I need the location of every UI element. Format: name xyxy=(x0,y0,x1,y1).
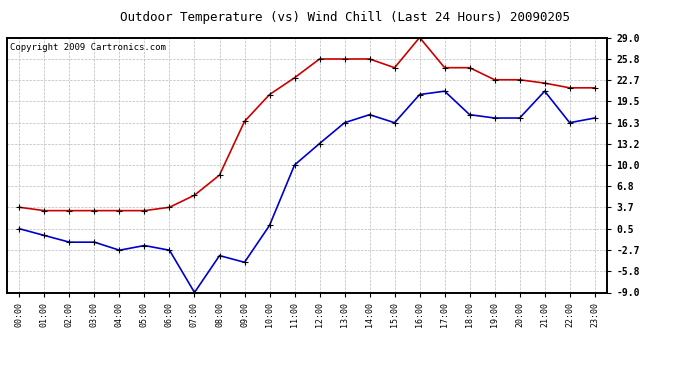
Text: Copyright 2009 Cartronics.com: Copyright 2009 Cartronics.com xyxy=(10,43,166,52)
Text: Outdoor Temperature (vs) Wind Chill (Last 24 Hours) 20090205: Outdoor Temperature (vs) Wind Chill (Las… xyxy=(120,11,570,24)
